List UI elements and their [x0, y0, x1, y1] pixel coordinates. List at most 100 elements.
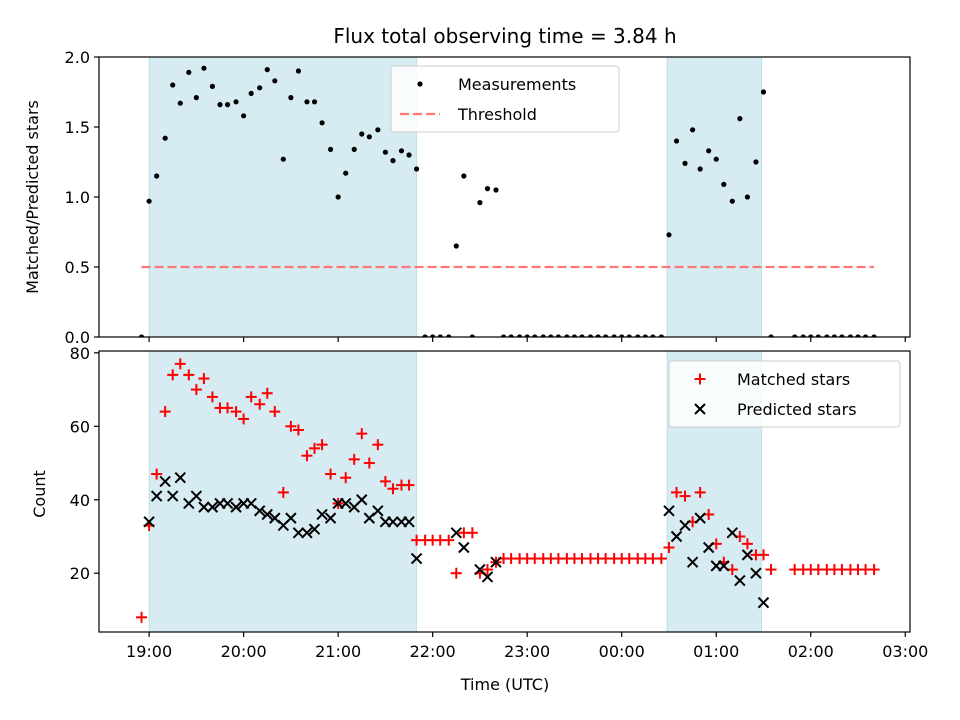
data-point	[548, 334, 554, 337]
legend: Matched stars Predicted stars	[668, 360, 901, 428]
data-point	[477, 200, 483, 206]
data-point	[750, 567, 762, 579]
data-point	[493, 187, 499, 193]
legend-label-threshold: Threshold	[457, 105, 537, 124]
data-point	[406, 152, 412, 158]
data-point	[461, 173, 467, 179]
data-point	[571, 334, 578, 337]
data-point	[702, 541, 715, 554]
data-point	[222, 402, 234, 414]
data-point	[824, 334, 830, 337]
series-matched-stars	[136, 358, 880, 623]
legend-marker-matched	[694, 373, 706, 385]
data-point	[351, 146, 357, 152]
data-point	[729, 198, 735, 204]
y-tick-label: 80	[70, 344, 90, 363]
data-point	[490, 556, 502, 568]
data-point	[190, 384, 202, 396]
data-point	[658, 334, 665, 337]
data-point	[277, 486, 289, 498]
data-point	[136, 611, 148, 623]
data-point	[375, 127, 381, 133]
data-point	[309, 442, 321, 454]
data-point	[579, 334, 585, 337]
data-point	[410, 552, 423, 565]
y-tick-label: 1.0	[65, 188, 90, 207]
data-point	[167, 490, 179, 502]
data-point	[744, 194, 751, 200]
data-point	[839, 334, 845, 337]
data-point	[689, 127, 696, 133]
data-point	[206, 501, 219, 513]
data-point	[170, 82, 176, 88]
data-point	[734, 574, 746, 587]
data-point	[686, 556, 699, 568]
data-point	[626, 334, 632, 337]
data-point	[706, 148, 712, 154]
data-point	[138, 334, 145, 337]
data-point	[190, 490, 203, 502]
data-point	[324, 512, 337, 524]
data-point	[760, 89, 767, 95]
data-point	[319, 120, 325, 126]
data-point	[768, 334, 774, 337]
data-point	[741, 549, 754, 561]
data-point	[264, 67, 270, 73]
data-point	[304, 99, 310, 105]
data-point	[481, 564, 493, 576]
data-point	[230, 406, 242, 418]
data-point	[619, 334, 625, 337]
data-point	[348, 453, 360, 465]
data-point	[159, 406, 171, 418]
data-point	[177, 100, 183, 106]
data-point	[413, 166, 420, 172]
data-point	[666, 232, 672, 238]
data-point	[673, 138, 680, 144]
x-tick-label: 23:00	[504, 642, 550, 661]
data-point	[403, 516, 415, 528]
y-tick-label: 0.5	[65, 258, 90, 277]
data-layer	[138, 65, 877, 337]
data-point	[443, 534, 455, 546]
data-point	[422, 334, 428, 337]
series-measurements	[138, 65, 877, 337]
x-tick-label: 22:00	[410, 642, 456, 661]
data-point	[162, 135, 168, 141]
data-point	[254, 398, 266, 410]
data-point	[301, 450, 313, 462]
data-point	[403, 479, 415, 491]
data-point	[261, 387, 273, 399]
legend-marker-predicted	[694, 403, 706, 415]
shaded-interval-1	[148, 56, 418, 338]
data-point	[143, 516, 155, 528]
data-point	[301, 527, 313, 539]
data-point	[316, 439, 328, 451]
legend-label-measurements: Measurements	[458, 75, 576, 94]
data-point	[847, 334, 854, 337]
data-point	[261, 508, 273, 521]
legend-label-predicted: Predicted stars	[737, 400, 857, 419]
data-point	[206, 391, 218, 403]
data-point	[757, 549, 769, 561]
x-tick-label: 01:00	[693, 642, 739, 661]
data-point	[466, 527, 478, 539]
data-point	[484, 186, 491, 192]
data-point	[611, 334, 617, 337]
data-point	[694, 486, 706, 498]
data-point	[292, 424, 304, 436]
data-point	[721, 181, 727, 187]
data-point	[792, 334, 798, 337]
legend-box	[390, 65, 620, 133]
data-point	[694, 512, 706, 524]
y-tick-label: 60	[70, 417, 90, 436]
data-point	[446, 334, 452, 337]
data-point	[655, 553, 667, 565]
data-point	[221, 497, 234, 510]
data-point	[327, 146, 334, 152]
data-point	[481, 571, 494, 583]
data-point	[238, 413, 250, 425]
data-point	[430, 334, 436, 337]
data-point	[167, 369, 179, 381]
data-point	[398, 148, 405, 154]
data-point	[532, 334, 538, 337]
